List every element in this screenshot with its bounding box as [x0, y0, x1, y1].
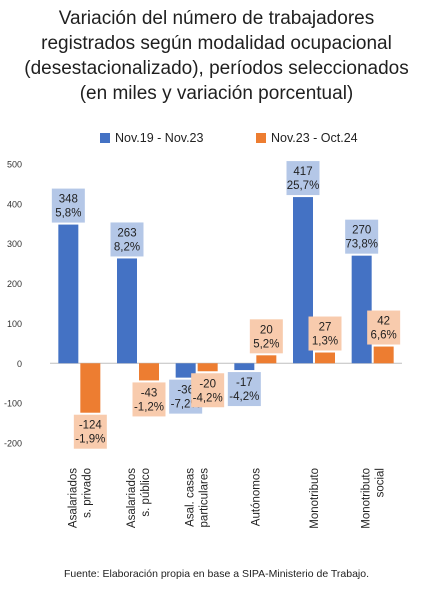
data-label-box-series-2 [132, 382, 166, 417]
data-label-percent: 5,2% [253, 338, 279, 350]
y-tick-label: 100 [7, 319, 22, 329]
bar-series-2 [315, 352, 335, 364]
data-label-value: 270 [352, 225, 371, 237]
bar-series-1 [351, 255, 372, 364]
data-label-value: 27 [319, 322, 332, 334]
bar-series-1 [175, 363, 196, 378]
data-label-value: 417 [293, 166, 312, 178]
data-label-value: 20 [260, 324, 273, 336]
data-label-box-series-2 [249, 319, 283, 354]
legend-item-series-1: Nov.19 - Nov.23 [100, 131, 203, 145]
y-tick-label: 400 [7, 199, 22, 209]
data-label-value: -20 [199, 378, 216, 390]
data-label-box-series-1 [345, 219, 379, 254]
data-label-box-series-2 [191, 373, 225, 408]
data-label-percent: -4,2% [193, 392, 223, 404]
legend-label-series-1: Nov.19 - Nov.23 [115, 131, 204, 145]
y-tick-label: -200 [4, 439, 22, 449]
data-label-box-series-1 [51, 188, 85, 223]
bar-series-2 [139, 363, 159, 381]
data-label-percent: 8,2% [114, 241, 140, 253]
category-label: Asalariados [67, 468, 79, 528]
data-label-percent: -1,2% [134, 401, 164, 413]
bar-series-1 [58, 224, 79, 364]
category-label: particulares [199, 468, 211, 528]
category-label: s. privado [81, 468, 93, 518]
bar-series-2 [197, 363, 218, 372]
title-line-1: Variación del número de trabajadores [58, 8, 375, 29]
data-label-value: 263 [117, 227, 136, 239]
data-label-percent: -4,2% [229, 391, 259, 403]
chart-title: Variación del número de trabajadores reg… [0, 6, 433, 106]
y-tick-label: 200 [7, 279, 22, 289]
bar-series-1 [117, 258, 137, 364]
title-line-3: (desestacionalizado), períodos seleccion… [24, 58, 409, 79]
data-label-value: 348 [59, 194, 78, 206]
data-label-percent: 5,8% [55, 208, 81, 220]
bar-series-1 [234, 363, 255, 371]
bar-series-1 [293, 197, 313, 364]
title-line-2: registrados según modalidad ocupacional [41, 33, 392, 54]
category-label: Asalariados [126, 468, 138, 528]
chart-legend: Nov.19 - Nov.23 Nov.23 - Oct.24 [0, 131, 433, 147]
y-tick-label: 0 [17, 359, 22, 369]
y-tick-label: 500 [7, 160, 22, 170]
data-label-value: -124 [79, 420, 103, 432]
y-tick-label: -100 [4, 399, 22, 409]
category-label: social [375, 468, 387, 497]
legend-label-series-2: Nov.23 - Oct.24 [271, 131, 358, 145]
data-label-box-series-1 [227, 372, 261, 407]
legend-swatch-series-2 [256, 133, 266, 143]
data-label-box-series-2 [73, 414, 107, 449]
data-label-percent: -1,9% [75, 434, 105, 446]
data-label-percent: 73,8% [345, 239, 378, 251]
bar-series-2 [256, 355, 277, 364]
y-tick-label: 300 [7, 239, 22, 249]
legend-swatch-series-1 [100, 133, 110, 143]
bar-series-2 [373, 346, 394, 364]
title-line-4: (en miles y variación porcentual) [79, 83, 354, 104]
category-label: Autónomos [250, 468, 262, 526]
data-label-box-series-1 [286, 161, 320, 196]
category-label: Monotributo [309, 468, 321, 529]
data-label-box-series-2 [367, 310, 401, 345]
data-label-value: -43 [141, 387, 158, 399]
legend-item-series-2: Nov.23 - Oct.24 [256, 131, 358, 145]
bar-chart: -200 -100 0 100 200 300 400 500 348 5,8% -124 -1,9%… [4, 160, 402, 529]
category-label: s. público [140, 468, 152, 517]
data-label-box-series-2 [308, 316, 342, 351]
data-label-value: -36 [177, 385, 194, 397]
bar-series-2 [80, 363, 101, 413]
source-note: Fuente: Elaboración propia en base a SIP… [63, 568, 370, 580]
data-label-value: 42 [377, 316, 390, 328]
category-label: Monotributo [361, 468, 373, 529]
data-label-box-series-1 [110, 222, 144, 257]
category-label: Asal. casas [185, 468, 197, 527]
data-label-percent: 1,3% [312, 336, 338, 348]
data-label-percent: 25,7% [287, 180, 320, 192]
data-label-value: -17 [236, 377, 253, 389]
data-label-percent: 6,6% [371, 330, 397, 342]
